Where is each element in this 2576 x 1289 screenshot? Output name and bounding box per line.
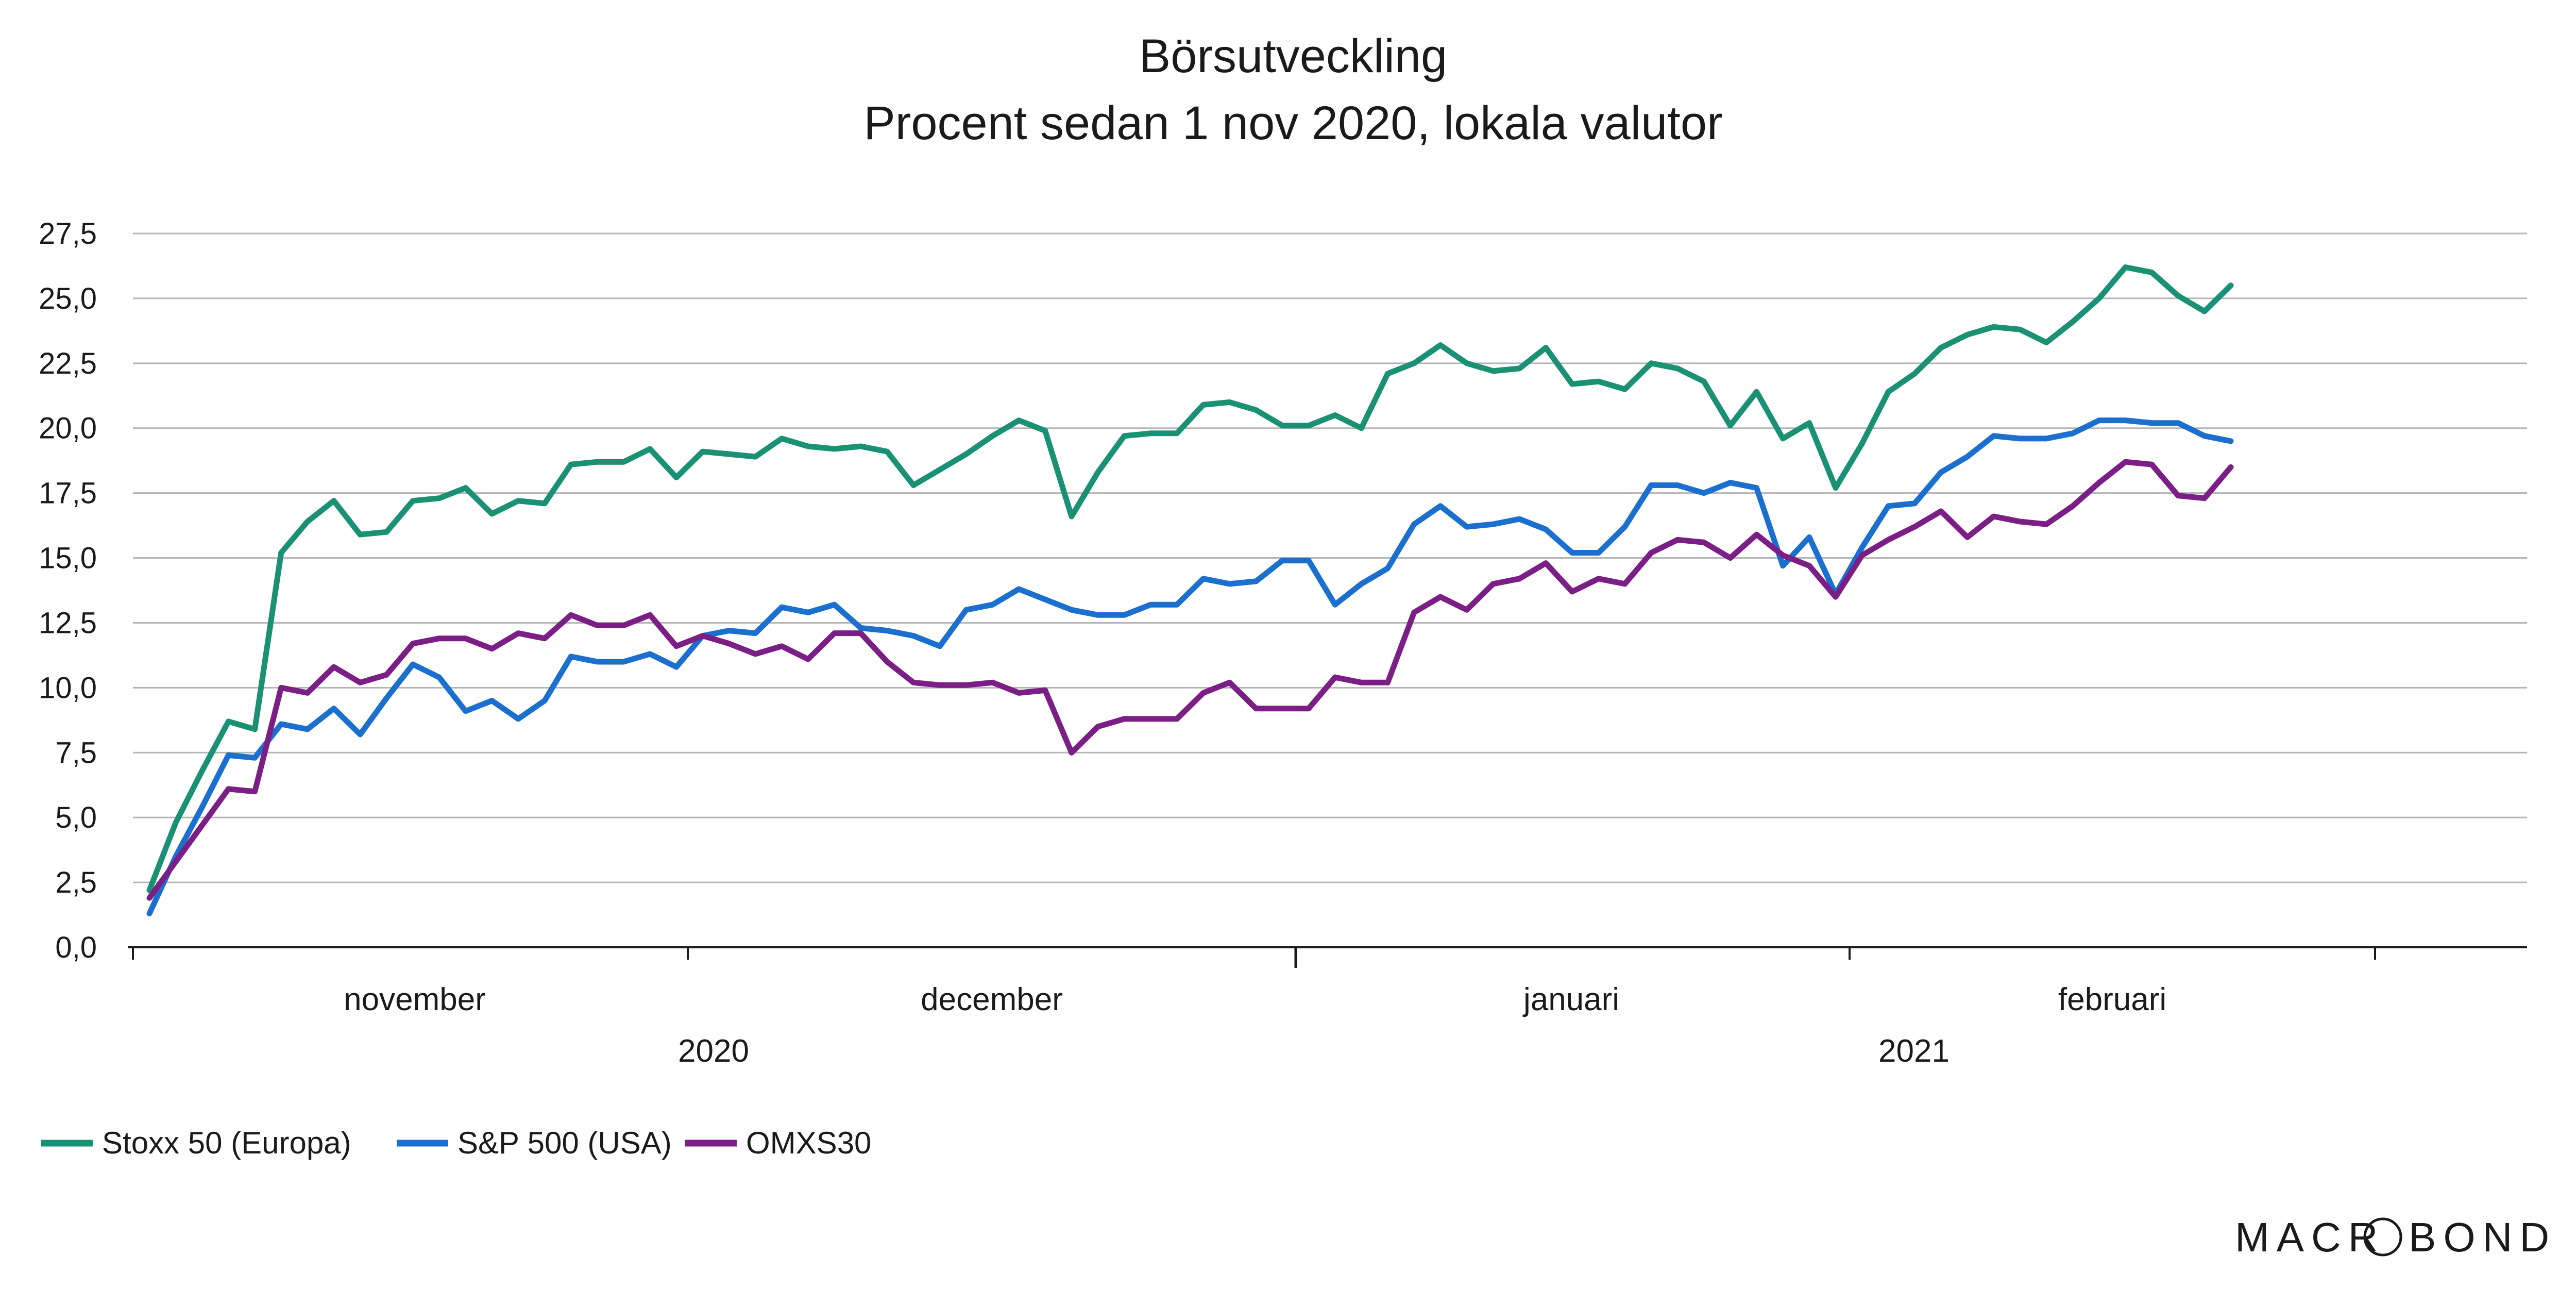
- y-tick-label: 10,0: [39, 671, 97, 705]
- y-tick-label: 17,5: [39, 477, 97, 510]
- x-label-year-2021: 2021: [1878, 1033, 1950, 1069]
- macrobond-logo: MACR BOND: [2235, 1214, 2556, 1260]
- y-tick-label: 15,0: [39, 542, 97, 575]
- x-label-november: november: [344, 982, 486, 1017]
- brand-ring-icon: [2363, 1217, 2402, 1257]
- y-tick-label: 25,0: [39, 282, 97, 315]
- legend: Stoxx 50 (Europa) S&P 500 (USA) OMXS30: [41, 1126, 871, 1160]
- x-axis: november december januari februari 2020 …: [128, 946, 2527, 1069]
- legend-label-omxs30: OMXS30: [746, 1126, 871, 1160]
- y-tick-label: 12,5: [39, 606, 97, 640]
- y-axis-ticks: 0,0 2,5 5,0 7,5 10,0 12,5 15,0 17,5 20,0 22,5 25,0…: [39, 217, 97, 964]
- x-label-december: december: [921, 982, 1063, 1017]
- gridlines: [133, 232, 2527, 883]
- legend-label-stoxx: Stoxx 50 (Europa): [102, 1126, 351, 1160]
- x-label-februari: februari: [2058, 982, 2166, 1017]
- series-group: [146, 264, 2234, 916]
- y-tick-label: 2,5: [55, 866, 97, 899]
- series-line-stoxx-50-europa: [146, 264, 2234, 893]
- x-label-year-2020: 2020: [678, 1033, 749, 1069]
- y-tick-label: 5,0: [55, 801, 97, 834]
- y-tick-label: 0,0: [55, 931, 97, 964]
- chart-title: Börsutveckling: [1139, 30, 1447, 82]
- y-tick-label: 20,0: [39, 412, 97, 445]
- y-tick-label: 7,5: [55, 736, 97, 769]
- legend-label-sp500: S&P 500 (USA): [457, 1126, 672, 1160]
- series-line-s-p-500-usa: [146, 417, 2234, 916]
- brand-text-left: MACR: [2235, 1214, 2385, 1260]
- x-label-januari: januari: [1522, 982, 1619, 1017]
- y-tick-label: 27,5: [39, 217, 97, 250]
- brand-text-right: BOND: [2409, 1214, 2556, 1260]
- chart-subtitle: Procent sedan 1 nov 2020, lokala valutor: [863, 97, 1722, 149]
- y-tick-label: 22,5: [39, 347, 97, 380]
- series-line-omxs30: [146, 459, 2234, 901]
